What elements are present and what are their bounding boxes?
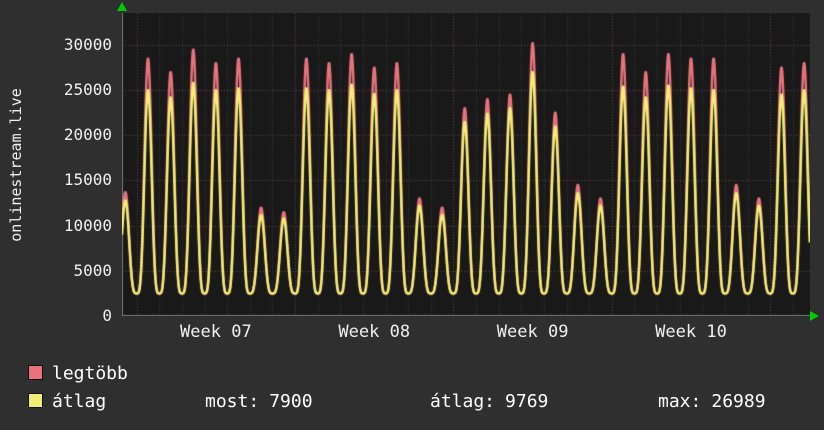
legend-label: átlag <box>52 391 107 412</box>
legtobb-swatch-icon <box>28 365 43 380</box>
y-axis-tick-label: 5000 <box>73 260 112 280</box>
y-axis-arrow-icon <box>117 2 127 11</box>
y-axis-tick-label: 0 <box>102 306 112 325</box>
x-axis-tick-label: Week 07 <box>180 322 252 342</box>
stat-atlag-label: átlag: <box>430 391 496 412</box>
stat-atlag-value: 9769 <box>505 391 549 412</box>
stat-max-label: max: <box>658 391 702 412</box>
stat-most-label: most: <box>205 391 260 412</box>
x-axis-tick-label: Week 10 <box>655 322 727 342</box>
stat-max-value: 26989 <box>711 391 766 412</box>
legend-label: legtöbb <box>52 363 128 384</box>
x-axis-tick-label: Week 08 <box>338 322 411 342</box>
atlag-swatch-icon <box>28 393 43 408</box>
plot-area <box>122 13 810 316</box>
stat-atlag: átlag: 9769 <box>430 391 548 412</box>
y-axis-tick-label: 15000 <box>63 170 112 190</box>
y-axis-tick-label: 20000 <box>63 125 112 145</box>
y-axis-tick-label: 30000 <box>63 34 112 54</box>
stat-most-value: 7900 <box>269 391 313 412</box>
chart-canvas <box>122 13 810 316</box>
y-axis-tick-label: 10000 <box>63 215 112 235</box>
stat-most: most: 7900 <box>205 391 313 412</box>
stat-max: max: 26989 <box>658 391 766 412</box>
y-axis-tick-label: 25000 <box>63 79 112 99</box>
x-axis-arrow-icon <box>810 311 819 321</box>
x-axis-tick-label: Week 09 <box>496 322 569 342</box>
